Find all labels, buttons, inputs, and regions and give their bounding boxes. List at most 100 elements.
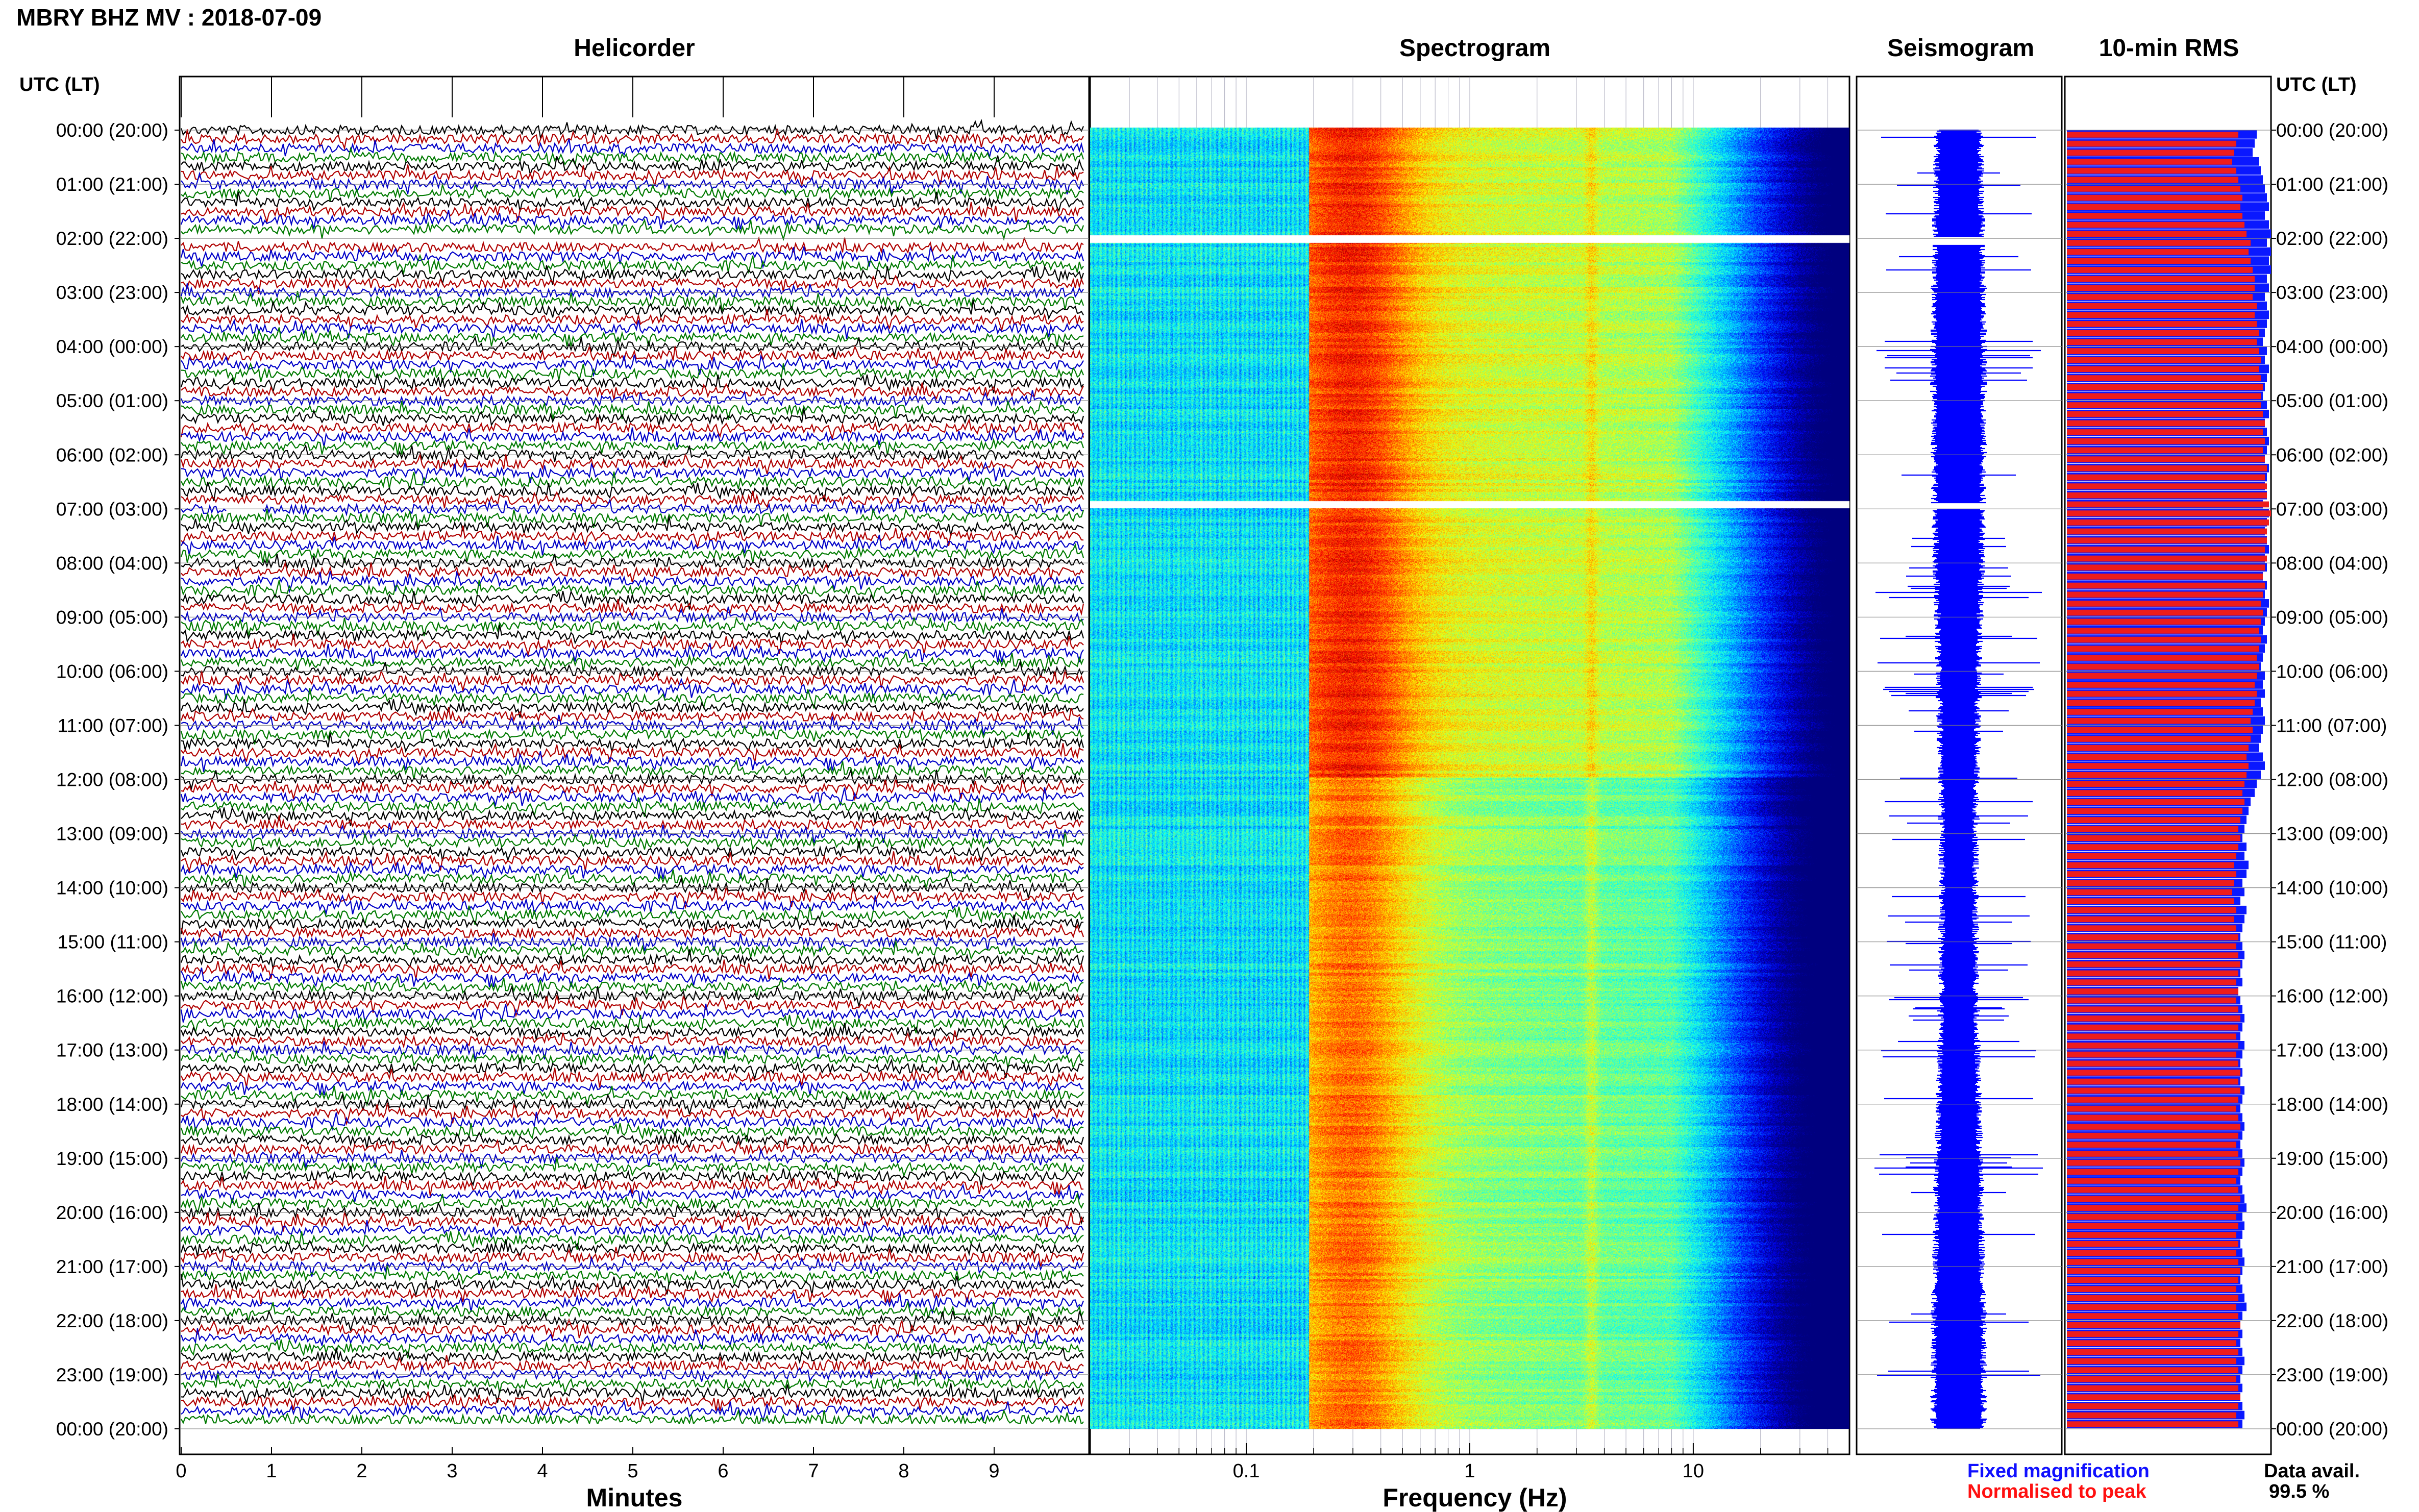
spectrogram-title: Spectrogram xyxy=(1399,35,1550,62)
helicorder-trace-row xyxy=(181,806,1084,826)
rms-normalised-bar xyxy=(2067,1304,2236,1310)
helicorder-trace-row xyxy=(181,797,1084,818)
helicorder-trace-row xyxy=(180,1093,1084,1114)
time-tick-label-left: 11:00 (07:00) xyxy=(58,715,168,736)
helicorder-trace-row xyxy=(181,399,1084,420)
rms-normalised-bar xyxy=(2067,690,2257,697)
rms-normalised-bar xyxy=(2067,673,2257,679)
rms-normalised-bar xyxy=(2067,303,2257,309)
rms-normalised-bar xyxy=(2067,339,2257,345)
time-tick-label-left: 19:00 (15:00) xyxy=(56,1148,168,1169)
helicorder-trace-row xyxy=(180,642,1084,664)
helicorder-trace-row xyxy=(181,759,1084,782)
time-tick-label-right: 05:00 (01:00) xyxy=(2276,390,2388,411)
rms-normalised-bar xyxy=(2067,582,2265,589)
rms-normalised-bar xyxy=(2067,1259,2238,1265)
rms-normalised-bar xyxy=(2067,1033,2236,1040)
spectrogram-x-tick-label: 10 xyxy=(1683,1460,1704,1482)
rms-normalised-bar xyxy=(2067,1132,2238,1139)
rms-normalised-bar xyxy=(2067,1151,2238,1157)
helicorder-trace-row xyxy=(180,417,1084,440)
helicorder-trace-row xyxy=(180,949,1084,973)
time-tick-label-right: 06:00 (02:00) xyxy=(2276,444,2388,465)
time-tick-label-right: 22:00 (18:00) xyxy=(2276,1310,2388,1331)
helicorder-trace-row xyxy=(181,1391,1084,1411)
helicorder-trace-row xyxy=(180,1122,1084,1142)
time-tick-label-right: 20:00 (16:00) xyxy=(2276,1202,2388,1223)
helicorder-trace-row xyxy=(180,543,1084,564)
helicorder-trace-row xyxy=(181,309,1084,332)
helicorder-trace-row xyxy=(180,922,1084,940)
time-tick-label-left: 09:00 (05:00) xyxy=(56,607,168,628)
rms-normalised-bar xyxy=(2067,140,2236,147)
rms-normalised-bar xyxy=(2067,330,2259,336)
rms-normalised-bar xyxy=(2067,682,2255,688)
rms-normalised-bar xyxy=(2067,1394,2240,1400)
helicorder-x-tick-label: 2 xyxy=(356,1460,367,1482)
helicorder-trace-row xyxy=(181,1256,1084,1277)
helicorder-panel xyxy=(179,76,1090,1455)
rms-normalised-bar xyxy=(2067,636,2261,643)
helicorder-trace-row xyxy=(180,580,1084,602)
helicorder-trace-row xyxy=(180,1048,1084,1070)
rms-normalised-bar xyxy=(2067,547,2265,553)
rms-normalised-bar xyxy=(2067,817,2240,823)
rms-normalised-bar xyxy=(2067,221,2244,228)
rms-normalised-bar xyxy=(2067,1223,2238,1229)
helicorder-trace-row xyxy=(181,236,1084,254)
rms-normalised-bar xyxy=(2067,1114,2238,1121)
time-tick-label-left: 21:00 (17:00) xyxy=(56,1256,168,1277)
helicorder-trace-row xyxy=(181,1030,1084,1049)
helicorder-trace-row xyxy=(181,660,1084,683)
helicorder-trace-row xyxy=(181,490,1084,508)
rms-normalised-bar xyxy=(2067,1241,2238,1247)
rms-normalised-bar xyxy=(2067,375,2261,381)
rms-normalised-bar xyxy=(2067,1169,2238,1175)
helicorder-trace-row xyxy=(181,1383,1084,1405)
helicorder-trace-row xyxy=(181,688,1084,710)
rms-normalised-bar xyxy=(2067,537,2267,543)
time-tick-label-left: 00:00 (20:00) xyxy=(56,1419,168,1440)
rms-normalised-bar xyxy=(2067,294,2253,300)
helicorder-trace-row xyxy=(181,155,1084,177)
helicorder-trace-row xyxy=(181,625,1084,646)
rms-normalised-bar xyxy=(2067,853,2236,859)
rms-normalised-bar xyxy=(2067,501,2269,508)
time-tick-label-right: 21:00 (17:00) xyxy=(2276,1256,2388,1277)
helicorder-trace-row xyxy=(181,905,1084,926)
spectrogram-heatmap xyxy=(1090,128,1849,1429)
rms-normalised-bar xyxy=(2067,1060,2238,1067)
time-tick-label-left: 14:00 (10:00) xyxy=(56,878,168,899)
helicorder-x-label: Minutes xyxy=(586,1483,683,1512)
rms-normalised-bar xyxy=(2067,1078,2238,1085)
helicorder-trace-row xyxy=(180,651,1084,674)
rms-normalised-bar xyxy=(2067,1295,2238,1301)
rms-normalised-bar xyxy=(2067,988,2238,995)
rms-normalised-bar xyxy=(2067,601,2261,607)
helicorder-trace-row xyxy=(181,1300,1084,1323)
helicorder-trace-row xyxy=(180,452,1084,474)
helicorder-trace-row xyxy=(181,183,1084,202)
rms-normalised-bar xyxy=(2067,781,2244,787)
helicorder-trace-row xyxy=(180,390,1084,409)
rms-normalised-bar xyxy=(2067,483,2267,489)
rms-normalised-bar xyxy=(2067,249,2249,255)
rms-normalised-bar xyxy=(2067,1349,2238,1355)
rms-normalised-bar xyxy=(2067,655,2257,661)
time-tick-label-left: 12:00 (08:00) xyxy=(56,770,168,790)
helicorder-trace-row xyxy=(180,1192,1084,1216)
rms-normalised-bar xyxy=(2067,1124,2240,1130)
rms-normalised-bar xyxy=(2067,1142,2236,1148)
rms-normalised-bar xyxy=(2067,132,2238,138)
rms-normalised-bar xyxy=(2067,1196,2240,1202)
time-tick-label-right: 08:00 (04:00) xyxy=(2276,553,2388,574)
helicorder-trace-row xyxy=(180,1138,1084,1157)
time-axis-label-left: UTC (LT) xyxy=(19,74,100,95)
helicorder-trace-row xyxy=(180,841,1084,862)
x-axes: 0 1 2 3 4 5 6 7 8 9 0.1 1 10 xyxy=(176,1443,1829,1482)
rms-normalised-bar xyxy=(2067,276,2255,282)
time-tick-label-left: 15:00 (11:00) xyxy=(58,932,168,953)
rms-normalised-bar xyxy=(2067,1024,2238,1031)
rms-normalised-bar xyxy=(2067,952,2238,958)
time-tick-label-right: 16:00 (12:00) xyxy=(2276,986,2388,1007)
